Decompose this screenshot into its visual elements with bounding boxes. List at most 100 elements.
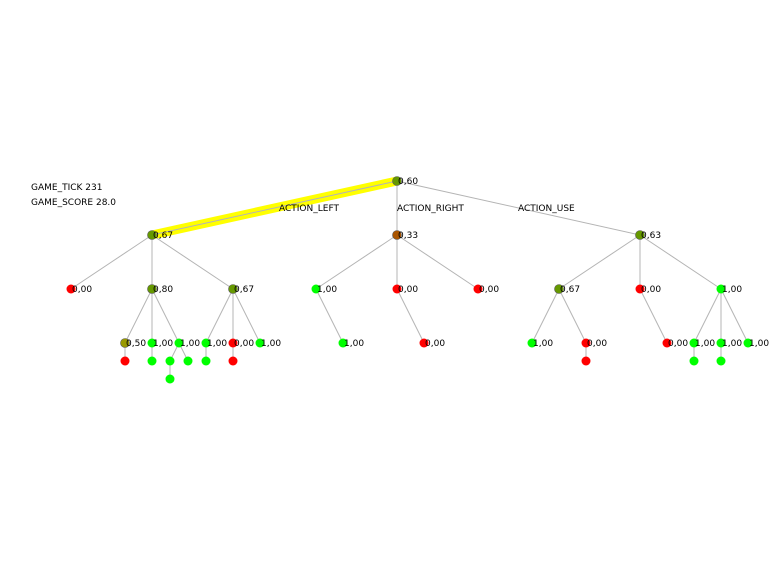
tree-node-U1: 0,67 xyxy=(554,284,580,295)
tree-edge-root-U xyxy=(396,180,641,236)
tree-node-L3c: 1,00 xyxy=(255,338,281,349)
tree-edge-U1-U1a xyxy=(531,288,560,344)
node-circle xyxy=(392,176,402,186)
tree-edge-R-R3 xyxy=(396,234,479,290)
tree-node-R: 0,33 xyxy=(392,230,418,241)
node-circle xyxy=(635,230,645,240)
tree-node-L3: 0,67 xyxy=(228,284,254,295)
action-use-label: ACTION_USE xyxy=(518,204,575,214)
node-circle xyxy=(228,356,238,366)
node-value-label: 1,00 xyxy=(153,339,173,349)
node-circle xyxy=(165,356,175,366)
action-left-label: ACTION_LEFT xyxy=(279,204,339,214)
node-circle xyxy=(716,338,726,348)
tree-edge-L2-L2c xyxy=(151,288,180,344)
tree-node-d1 xyxy=(120,356,130,366)
node-value-label: 0,67 xyxy=(560,285,580,295)
node-circle xyxy=(174,338,184,348)
edge-layer xyxy=(70,176,749,379)
node-value-label: 1,00 xyxy=(749,339,769,349)
node-circle xyxy=(228,338,238,348)
node-circle xyxy=(419,338,429,348)
tree-edge-U3-U3c xyxy=(720,288,749,344)
game-score-label: GAME_SCORE 28.0 xyxy=(31,198,117,208)
node-value-label: 0,00 xyxy=(587,339,607,349)
node-circle xyxy=(147,338,157,348)
tree-edge-L3-L3a xyxy=(205,288,234,344)
tree-node-R1: 1,00 xyxy=(311,284,337,295)
tree-edge-U1-U1b xyxy=(558,288,587,344)
tree-node-L2: 0,80 xyxy=(147,284,173,295)
tree-node-U2: 0,00 xyxy=(635,284,661,295)
node-circle xyxy=(120,338,130,348)
node-circle xyxy=(527,338,537,348)
node-circle xyxy=(255,338,265,348)
node-circle xyxy=(165,374,175,384)
tree-node-d3 xyxy=(165,356,175,366)
node-value-label: 0,50 xyxy=(126,339,146,349)
tree-edge-L-L1 xyxy=(70,234,153,290)
tree-edge-U2-U2a xyxy=(639,288,668,344)
node-circle xyxy=(66,284,76,294)
node-value-label: 1,00 xyxy=(261,339,281,349)
node-circle xyxy=(183,356,193,366)
tree-edge-U-U3 xyxy=(639,234,722,290)
tree-edge-L2-L2a xyxy=(124,288,153,344)
node-circle xyxy=(716,356,726,366)
node-value-label: 0,00 xyxy=(72,285,92,295)
tree-node-root: 0,60 xyxy=(392,176,418,187)
tree-node-U3c: 1,00 xyxy=(743,338,769,349)
node-circle xyxy=(581,338,591,348)
node-value-label: 0,00 xyxy=(234,339,254,349)
node-circle xyxy=(338,338,348,348)
node-value-label: 0,00 xyxy=(398,285,418,295)
node-circle xyxy=(635,284,645,294)
tree-node-U3a: 1,00 xyxy=(689,338,715,349)
node-circle xyxy=(662,338,672,348)
node-value-label: 0,67 xyxy=(153,231,173,241)
node-circle xyxy=(473,284,483,294)
node-value-label: 0,00 xyxy=(425,339,445,349)
node-value-label: 0,00 xyxy=(668,339,688,349)
action-right-label: ACTION_RIGHT xyxy=(397,204,464,214)
node-circle xyxy=(554,284,564,294)
tree-node-d7 xyxy=(581,356,591,366)
tree-node-U2a: 0,00 xyxy=(662,338,688,349)
node-value-label: 0,80 xyxy=(153,285,173,295)
tree-node-d4b xyxy=(165,374,175,384)
node-circle xyxy=(581,356,591,366)
tree-node-d8 xyxy=(689,356,699,366)
node-value-label: 0,60 xyxy=(398,177,418,187)
tree-node-d9 xyxy=(716,356,726,366)
tree-edge-R1-R1a xyxy=(315,288,344,344)
node-value-label: 1,00 xyxy=(722,285,742,295)
node-circle xyxy=(120,356,130,366)
node-value-label: 0,67 xyxy=(234,285,254,295)
node-value-label: 0,33 xyxy=(398,231,418,241)
node-layer: 0,60 0,67 0,33 0,63 0,00 0,80 0,67 1,00 0,00 0,00… xyxy=(66,176,769,384)
node-circle xyxy=(392,230,402,240)
tree-node-U3: 1,00 xyxy=(716,284,742,295)
tree-edge-L3-L3c xyxy=(232,288,261,344)
node-value-label: 1,00 xyxy=(344,339,364,349)
node-value-label: 0,00 xyxy=(479,285,499,295)
tree-node-L3b: 0,00 xyxy=(228,338,254,349)
tree-edge-root-L xyxy=(151,180,398,236)
tree-node-R2: 0,00 xyxy=(392,284,418,295)
node-circle xyxy=(716,284,726,294)
tree-node-U: 0,63 xyxy=(635,230,661,241)
node-value-label: 0,63 xyxy=(641,231,661,241)
tree-edge-L-L3 xyxy=(151,234,234,290)
node-circle xyxy=(689,338,699,348)
node-circle xyxy=(201,338,211,348)
node-circle xyxy=(201,356,211,366)
tree-node-d4 xyxy=(183,356,193,366)
node-value-label: 1,00 xyxy=(207,339,227,349)
tree-node-U1b: 0,00 xyxy=(581,338,607,349)
tree-node-L2b: 1,00 xyxy=(147,338,173,349)
tree-node-L1: 0,00 xyxy=(66,284,92,295)
tree-edge-R-R1 xyxy=(315,234,398,290)
tree-edge-U-U1 xyxy=(558,234,641,290)
tree-node-L3a: 1,00 xyxy=(201,338,227,349)
